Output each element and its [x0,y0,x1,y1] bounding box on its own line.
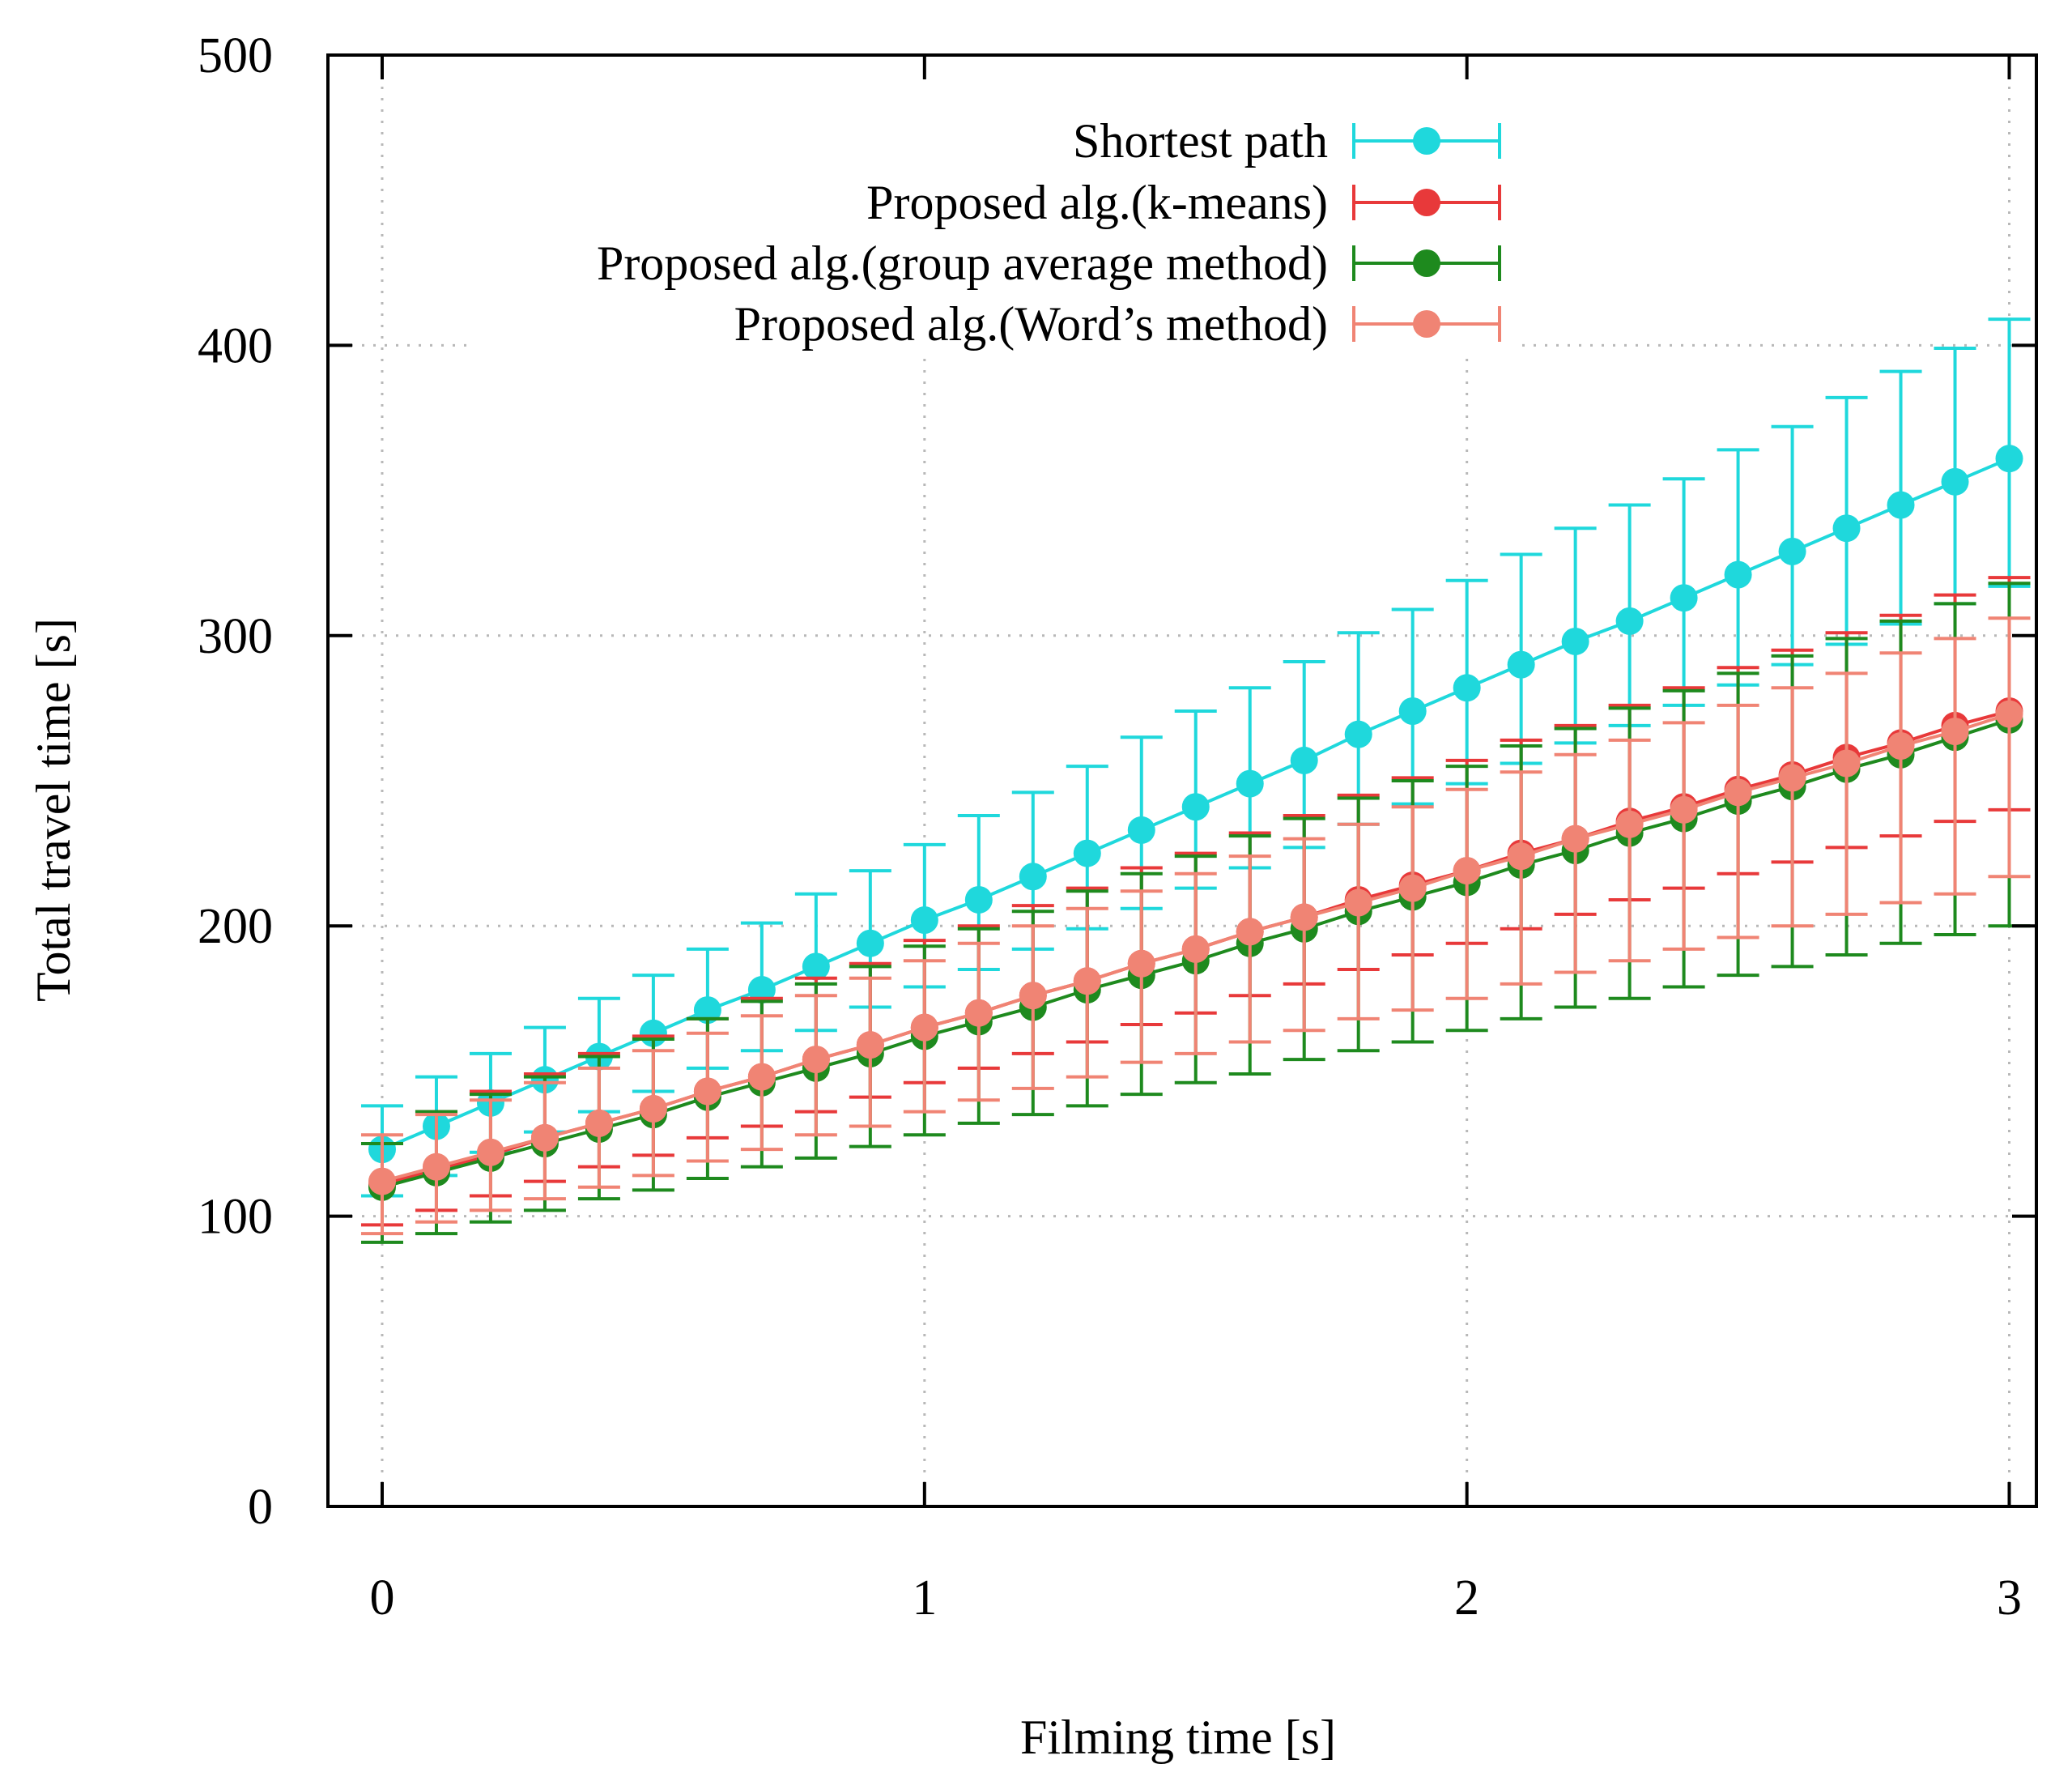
data-point [1236,918,1264,946]
y-tick-label: 100 [198,1190,273,1245]
axis-ticks: 0 100 200 300 400 500 0 1 2 3 [198,28,2036,1625]
legend-label: Proposed alg.(Word’s method) [734,297,1328,351]
data-series [360,317,2031,1244]
legend-label: Proposed alg.(group average method) [597,236,1328,290]
data-point [856,1031,884,1059]
data-point [1778,764,1806,792]
data-point [1344,888,1372,917]
data-point [1453,857,1481,885]
plot-frame [326,53,2038,1508]
data-point [1561,627,1589,655]
legend-label: Proposed alg.(k-means) [866,176,1328,229]
legend-entry: Proposed alg.(group average method) [597,236,1501,290]
plot-area-frame [326,53,2038,1508]
data-point [1127,816,1155,844]
data-point [747,1063,776,1091]
series-1 [360,317,2031,1198]
y-tick-label: 0 [248,1480,273,1535]
data-point [1724,560,1752,589]
data-point [964,999,993,1027]
data-point [476,1138,504,1166]
data-point [1398,874,1427,902]
x-tick-label: 3 [1997,1570,2022,1625]
data-point [530,1123,559,1152]
series-4 [360,616,2031,1236]
data-point [1561,824,1589,853]
data-point [964,885,993,914]
data-point [1941,467,1969,496]
data-point [1019,982,1047,1010]
data-point [585,1109,613,1137]
y-tick-label: 500 [198,28,273,83]
legend: Shortest path Proposed alg.(k-means) Propo… [597,114,1501,351]
data-point [1724,778,1752,807]
data-point [1995,700,2023,728]
data-point [802,1046,830,1074]
x-tick-label: 2 [1454,1570,1479,1625]
data-point [639,1094,667,1123]
y-tick-label: 300 [198,609,273,664]
data-point [1073,967,1101,995]
x-axis-label: Filming time [s] [1020,1711,1336,1764]
data-point [1507,842,1535,871]
y-axis-label: Total travel time [s] [27,618,80,1002]
data-point [1236,769,1264,798]
data-point [1398,697,1427,725]
data-point [368,1167,396,1195]
data-point [802,952,830,981]
data-point [1615,607,1644,635]
data-point [1887,491,1915,519]
data-point [1778,537,1806,565]
data-point [693,996,721,1025]
data-point [1453,674,1481,702]
data-point [1290,746,1318,774]
data-point [1670,584,1698,612]
data-point [1941,718,1969,746]
data-point [1127,949,1155,978]
data-point [747,976,776,1004]
data-point [1832,749,1861,778]
data-point [1344,720,1372,748]
data-point [1507,650,1535,679]
legend-marker [1413,189,1440,216]
x-tick-label: 1 [912,1570,937,1625]
data-point [1181,793,1210,821]
x-tick-label: 0 [369,1570,394,1625]
data-point [422,1153,450,1181]
legend-entry: Shortest path [1073,114,1501,168]
data-point [693,1077,721,1106]
legend-entry: Proposed alg.(Word’s method) [734,297,1501,351]
data-point [910,906,938,935]
data-point [1181,935,1210,963]
data-point [1887,731,1915,760]
data-point [1832,514,1861,543]
data-point [1019,863,1047,891]
data-point [1670,795,1698,824]
legend-entry: Proposed alg.(k-means) [866,176,1501,229]
legend-marker [1413,310,1440,338]
data-point [1290,903,1318,931]
legend-marker [1413,249,1440,277]
data-point [1995,445,2023,473]
legend-marker [1413,127,1440,155]
data-point [856,929,884,957]
data-point [1073,839,1101,867]
legend-label: Shortest path [1073,114,1328,168]
y-tick-label: 400 [198,318,273,373]
data-point [1615,810,1644,838]
y-tick-label: 200 [198,899,273,954]
data-point [910,1013,938,1042]
